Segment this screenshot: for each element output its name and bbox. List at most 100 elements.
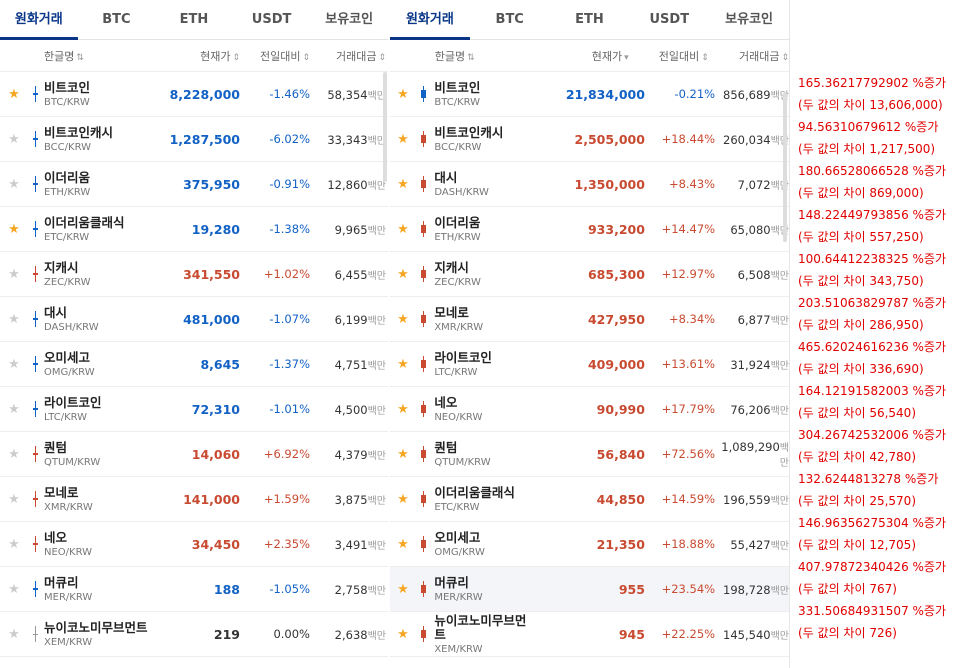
tab-krw[interactable]: 원화거래 xyxy=(390,0,470,39)
favorite-star-icon[interactable]: ★ xyxy=(0,222,28,237)
coin-row[interactable]: ★ 비트코인 BTC/KRW 21,834,000 -0.21% 856,689백만 xyxy=(390,72,789,117)
coin-market-code: ETH/KRW xyxy=(44,187,152,198)
coin-korean-name: 지캐시 xyxy=(434,261,530,275)
favorite-star-icon[interactable]: ★ xyxy=(390,357,416,372)
current-price: 427,950 xyxy=(530,312,645,327)
favorite-star-icon[interactable]: ★ xyxy=(0,312,28,327)
tab-holdings[interactable]: 보유코인 xyxy=(709,0,789,39)
favorite-star-icon[interactable]: ★ xyxy=(390,267,416,282)
favorite-star-icon[interactable]: ★ xyxy=(390,492,416,507)
coin-row[interactable]: ★ 지캐시 ZEC/KRW 685,300 +12.97% 6,508백만 xyxy=(390,252,789,297)
sort-name-header[interactable]: 한글명 ⇅ xyxy=(435,48,532,64)
favorite-star-icon[interactable]: ★ xyxy=(0,537,28,552)
tab-usdt[interactable]: USDT xyxy=(629,0,709,39)
coin-korean-name: 이더리움클래식 xyxy=(44,216,152,230)
trade-volume-value: 55,427 xyxy=(730,538,770,552)
coin-row[interactable]: ★ 퀀텀 QTUM/KRW 56,840 +72.56% 1,089,290백만 xyxy=(390,432,789,477)
favorite-star-icon[interactable]: ★ xyxy=(390,447,416,462)
favorite-star-icon[interactable]: ★ xyxy=(0,582,28,597)
coin-market-code: BCC/KRW xyxy=(44,142,152,153)
sort-price-header[interactable]: 현재가 ⇕ xyxy=(152,48,240,64)
coin-row[interactable]: ★ 네오 NEO/KRW 34,450 +2.35% 3,491백만 xyxy=(0,522,388,567)
favorite-star-icon[interactable]: ★ xyxy=(390,222,416,237)
tab-btc[interactable]: BTC xyxy=(78,0,156,39)
coin-market-code: DASH/KRW xyxy=(434,187,530,198)
favorite-star-icon[interactable]: ★ xyxy=(0,357,28,372)
favorite-star-icon[interactable]: ★ xyxy=(390,87,416,102)
coin-row[interactable]: ★ 대시 DASH/KRW 481,000 -1.07% 6,199백만 xyxy=(0,297,388,342)
coin-row[interactable]: ★ 오미세고 OMG/KRW 8,645 -1.37% 4,751백만 xyxy=(0,342,388,387)
candle-icon xyxy=(416,354,434,374)
coin-korean-name: 뉴이코노미무브먼트 xyxy=(434,614,530,642)
annotation-percent: 331.50684931507 %증가 xyxy=(798,600,980,622)
coin-row[interactable]: ★ 오미세고 OMG/KRW 21,350 +18.88% 55,427백만 xyxy=(390,522,789,567)
coin-row[interactable]: ★ 모네로 XMR/KRW 427,950 +8.34% 6,877백만 xyxy=(390,297,789,342)
scrollbar[interactable] xyxy=(783,92,787,242)
favorite-star-icon[interactable]: ★ xyxy=(0,267,28,282)
coin-row[interactable]: ★ 이더리움클래식 ETC/KRW 44,850 +14.59% 196,559백만 xyxy=(390,477,789,522)
favorite-star-icon[interactable]: ★ xyxy=(390,312,416,327)
tab-holdings[interactable]: 보유코인 xyxy=(310,0,388,39)
favorite-star-icon[interactable]: ★ xyxy=(0,492,28,507)
coin-korean-name: 머큐리 xyxy=(44,576,152,590)
trade-volume: 6,877백만 xyxy=(715,312,789,327)
tab-eth[interactable]: ETH xyxy=(550,0,630,39)
coin-row[interactable]: ★ 지캐시 ZEC/KRW 341,550 +1.02% 6,455백만 xyxy=(0,252,388,297)
change-rate: 0.00% xyxy=(240,627,310,641)
sort-name-header[interactable]: 한글명 ⇅ xyxy=(44,48,152,64)
coin-row[interactable]: ★ 퀀텀 QTUM/KRW 14,060 +6.92% 4,379백만 xyxy=(0,432,388,477)
change-rate: -0.91% xyxy=(240,177,310,191)
favorite-star-icon[interactable]: ★ xyxy=(0,447,28,462)
coin-row[interactable]: ★ 대시 DASH/KRW 1,350,000 +8.43% 7,072백만 xyxy=(390,162,789,207)
coin-row[interactable]: ★ 머큐리 MER/KRW 188 -1.05% 2,758백만 xyxy=(0,567,388,612)
sort-icon: ⇕ xyxy=(701,53,709,63)
coin-market-code: LTC/KRW xyxy=(434,367,530,378)
candle-icon xyxy=(28,444,44,464)
coin-row[interactable]: ★ 비트코인캐시 BCC/KRW 1,287,500 -6.02% 33,343백만 xyxy=(0,117,388,162)
annotation-percent: 100.64412238325 %증가 xyxy=(798,248,980,270)
coin-row[interactable]: ★ 비트코인캐시 BCC/KRW 2,505,000 +18.44% 260,034백만 xyxy=(390,117,789,162)
coin-market-code: ETH/KRW xyxy=(434,232,530,243)
coin-row[interactable]: ★ 라이트코인 LTC/KRW 409,000 +13.61% 31,924백만 xyxy=(390,342,789,387)
favorite-star-icon[interactable]: ★ xyxy=(390,177,416,192)
favorite-star-icon[interactable]: ★ xyxy=(0,132,28,147)
favorite-star-icon[interactable]: ★ xyxy=(390,132,416,147)
sort-price-header[interactable]: 현재가 ▾ xyxy=(532,48,629,64)
favorite-star-icon[interactable]: ★ xyxy=(390,627,416,642)
coin-list: ★ 비트코인 BTC/KRW 8,228,000 -1.46% 58,354백만 ★ 비트코인… xyxy=(0,72,388,657)
favorite-star-icon[interactable]: ★ xyxy=(0,87,28,102)
coin-row[interactable]: ★ 이더리움클래식 ETC/KRW 19,280 -1.38% 9,965백만 xyxy=(0,207,388,252)
sort-change-header[interactable]: 전일대비 ⇕ xyxy=(240,48,310,64)
favorite-star-icon[interactable]: ★ xyxy=(390,582,416,597)
sort-change-header[interactable]: 전일대비 ⇕ xyxy=(629,48,709,64)
coin-row[interactable]: ★ 뉴이코노미무브먼트 XEM/KRW 945 +22.25% 145,540백만 xyxy=(390,612,789,657)
favorite-star-icon[interactable]: ★ xyxy=(390,537,416,552)
tab-krw[interactable]: 원화거래 xyxy=(0,0,78,39)
favorite-star-icon[interactable]: ★ xyxy=(0,402,28,417)
coin-row[interactable]: ★ 뉴이코노미무브먼트 XEM/KRW 219 0.00% 2,638백만 xyxy=(0,612,388,657)
favorite-star-icon[interactable]: ★ xyxy=(390,402,416,417)
trade-volume: 2,758백만 xyxy=(310,582,386,597)
coin-market-code: XMR/KRW xyxy=(44,502,152,513)
tab-eth[interactable]: ETH xyxy=(155,0,233,39)
coin-row[interactable]: ★ 네오 NEO/KRW 90,990 +17.79% 76,206백만 xyxy=(390,387,789,432)
trade-volume-unit: 백만 xyxy=(368,361,386,372)
favorite-star-icon[interactable]: ★ xyxy=(0,627,28,642)
sort-volume-header[interactable]: 거래대금 ⇕ xyxy=(709,48,789,64)
scrollbar[interactable] xyxy=(383,72,387,182)
coin-row[interactable]: ★ 비트코인 BTC/KRW 8,228,000 -1.46% 58,354백만 xyxy=(0,72,388,117)
change-rate: +1.59% xyxy=(240,492,310,506)
coin-row[interactable]: ★ 라이트코인 LTC/KRW 72,310 -1.01% 4,500백만 xyxy=(0,387,388,432)
coin-row[interactable]: ★ 모네로 XMR/KRW 141,000 +1.59% 3,875백만 xyxy=(0,477,388,522)
coin-row[interactable]: ★ 머큐리 MER/KRW 955 +23.54% 198,728백만 xyxy=(390,567,789,612)
favorite-star-icon[interactable]: ★ xyxy=(0,177,28,192)
current-price: 481,000 xyxy=(152,312,240,327)
tab-btc[interactable]: BTC xyxy=(470,0,550,39)
coin-row[interactable]: ★ 이더리움 ETH/KRW 933,200 +14.47% 65,080백만 xyxy=(390,207,789,252)
annotation-list: 165.36217792902 %증가 (두 값의 차이 13,606,000) 9… xyxy=(798,72,980,644)
coin-name: 이더리움 ETH/KRW xyxy=(44,171,152,198)
coin-name: 머큐리 MER/KRW xyxy=(434,576,530,603)
tab-usdt[interactable]: USDT xyxy=(233,0,311,39)
sort-volume-header[interactable]: 거래대금 ⇕ xyxy=(310,48,386,64)
coin-row[interactable]: ★ 이더리움 ETH/KRW 375,950 -0.91% 12,860백만 xyxy=(0,162,388,207)
